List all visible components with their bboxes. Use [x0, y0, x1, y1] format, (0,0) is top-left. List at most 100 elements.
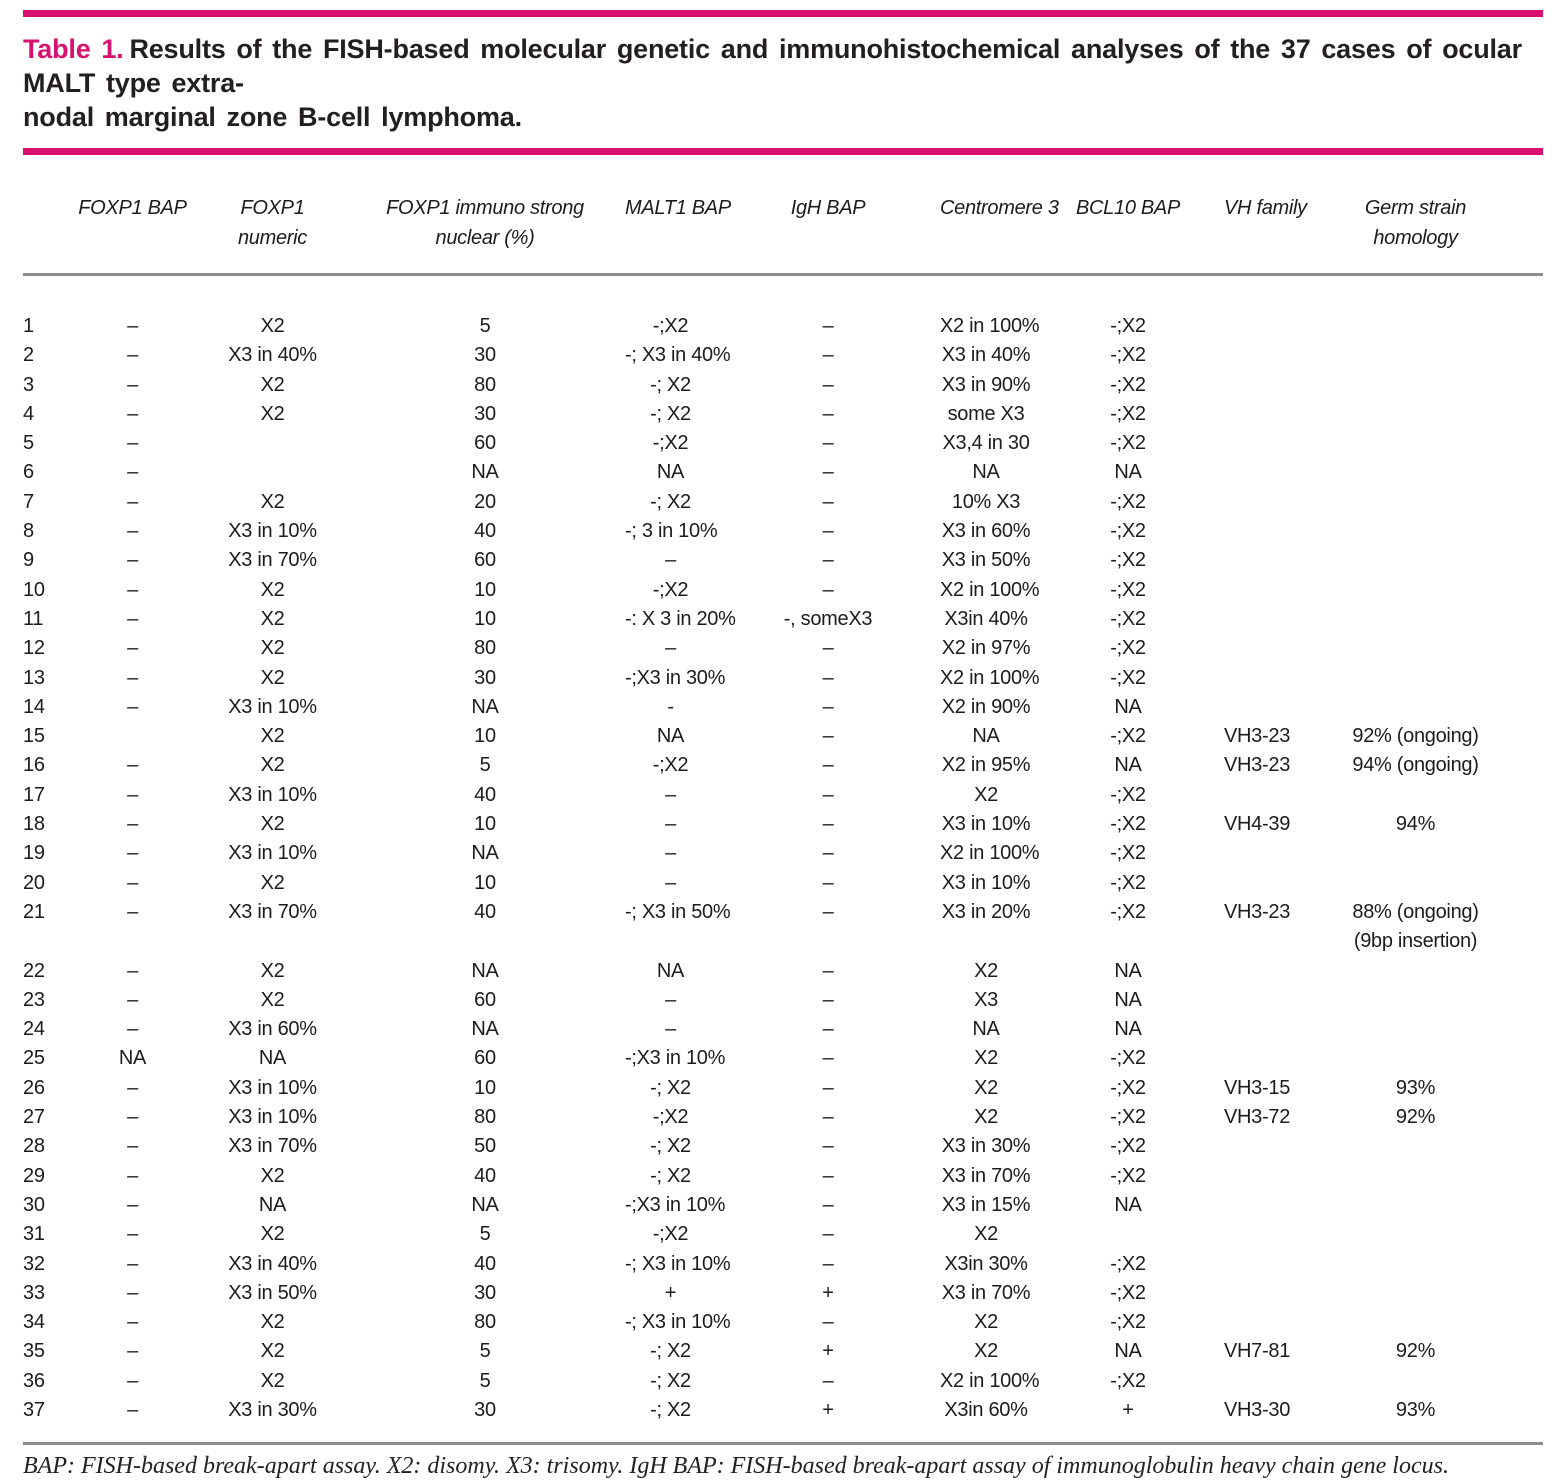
table-cell: -;X2: [652, 754, 689, 777]
table-cell: 5: [23, 432, 34, 455]
table-cell: [1224, 957, 1288, 986]
table-cell: –: [822, 1311, 834, 1334]
table-cell: [1288, 576, 1543, 605]
table-cell: –: [822, 1047, 834, 1070]
table-cell: NA: [1114, 1018, 1142, 1041]
table-title: Table 1. Results of the FISH-based molecu…: [23, 32, 1543, 134]
table-cell: –: [822, 637, 834, 660]
table-cell: X2: [260, 637, 285, 660]
table-cell: X2: [260, 666, 285, 689]
table-row: 33 – X3 in 50% 30 + + X3 in 70% -;X2: [23, 1279, 1543, 1308]
table-cell: X3 in 70%: [228, 549, 317, 572]
table-cell: X3 in 30%: [941, 1135, 1031, 1158]
table-cell: -; X2: [650, 1398, 691, 1421]
table-cell: 10: [474, 578, 496, 601]
table-cell: -;X2: [1110, 344, 1146, 367]
table-cell: 10: [474, 813, 496, 836]
title-rule: [23, 148, 1543, 155]
table-row: 4 – X2 30 -; X2 – some X3 -;X2: [23, 400, 1543, 429]
table-row: 28 – X3 in 70% 50 -; X2 – X3 in 30% -;X2: [23, 1132, 1543, 1161]
table-cell: –: [822, 315, 834, 337]
table-cell: 5: [479, 1223, 491, 1246]
table-cell: NA: [118, 1047, 147, 1070]
table-cell: 5: [479, 1340, 491, 1363]
table-cell: X3,4 in 30: [942, 432, 1030, 455]
table-cell: 1: [23, 315, 34, 337]
table-row: 8 – X3 in 10% 40 -; 3 in 10% – X3 in 60% -;X2: [23, 517, 1543, 546]
table-cell: –: [822, 1369, 834, 1392]
table-cell: 10: [474, 725, 496, 748]
table-cell: X3 in 70%: [228, 1135, 317, 1158]
table-cell: –: [127, 1018, 138, 1041]
table-cell: 60: [474, 549, 496, 572]
table-cell: X3 in 40%: [941, 344, 1031, 367]
table-row: 11 – X2 10 -: X 3 in 20% -, someX3 X3in 40% -;X…: [23, 605, 1543, 634]
table-cell: [1288, 1044, 1543, 1073]
table-cell: X3 in 60%: [941, 520, 1031, 543]
table-cell: 30: [474, 344, 496, 367]
table-cell: X3 in 10%: [228, 1076, 317, 1099]
table-cell: -;X2: [652, 1106, 689, 1129]
table-cell: X2: [974, 783, 998, 806]
table-cell: -;X3 in 30%: [625, 666, 726, 689]
table-cell: -;X2: [1110, 1106, 1146, 1129]
table-cell: –: [127, 1076, 138, 1099]
table-cell: X3 in 70%: [941, 1164, 1031, 1187]
table-cell: [1288, 400, 1543, 429]
table-cell: -; X3 in 40%: [625, 344, 731, 367]
table-cell: –: [665, 783, 676, 806]
table-cell: [65, 722, 200, 751]
table-cell: 10: [474, 607, 496, 630]
paper-page: Table 1. Results of the FISH-based molecu…: [0, 10, 1566, 1479]
table-cell: -; X2: [650, 1076, 691, 1099]
table-cell: X2: [260, 373, 285, 396]
table-cell: [1224, 781, 1288, 810]
table-cell: [1288, 986, 1543, 1015]
table-cell: 6: [23, 461, 34, 484]
table-cell: 92%: [1395, 1340, 1436, 1363]
table-cell: NA: [1114, 754, 1142, 777]
table-cell: 94% (ongoing): [1352, 754, 1479, 777]
table-cell: [1288, 341, 1543, 370]
table-cell: [1224, 576, 1288, 605]
table-cell: NA: [1114, 959, 1142, 982]
table-cell: 24: [23, 1018, 45, 1041]
table-cell: VH3-30: [1224, 1398, 1291, 1421]
table-cell: –: [822, 1193, 834, 1216]
table-cell: –: [127, 520, 138, 543]
table-cell: [1224, 634, 1288, 663]
table-cell: 7: [23, 490, 34, 513]
table-title-text-line2: nodal marginal zone B-cell lymphoma.: [23, 102, 522, 132]
table-cell: 10: [474, 871, 496, 894]
table-cell: 80: [474, 373, 496, 396]
table-row: 36 – X2 5 -; X2 – X2 in 100% -;X2: [23, 1367, 1543, 1396]
table-cell: 11: [23, 607, 44, 630]
table-cell: –: [127, 1223, 138, 1246]
table-cell: -; X2: [650, 1340, 691, 1363]
table-row: 16 – X2 5 -;X2 – X2 in 95% NA VH3-23 94% (ongoing…: [23, 751, 1543, 780]
table-cell: 27: [23, 1106, 45, 1129]
table-cell: VH3-23: [1224, 725, 1291, 748]
table-cell: 28: [23, 1135, 45, 1158]
table-cell: X3 in 70%: [941, 1281, 1031, 1304]
table-cell: 8: [23, 520, 34, 543]
table-cell: –: [127, 1106, 138, 1129]
table-cell: –: [127, 754, 138, 777]
table-cell: 30: [474, 402, 496, 425]
table-cell: –: [822, 1135, 834, 1158]
table-cell: NA: [1114, 1193, 1142, 1216]
table-cell: 50: [474, 1135, 496, 1158]
table-cell: 31: [23, 1223, 45, 1246]
table-cell: NA: [471, 959, 499, 982]
table-cell: [1224, 488, 1288, 517]
table-cell: -;X2: [1110, 1252, 1146, 1275]
table-row: 22 – X2 NA NA – X2 NA: [23, 957, 1543, 986]
table-cell: –: [822, 432, 834, 455]
table-cell: 10: [23, 578, 45, 601]
table-cell: -;X2: [1110, 1076, 1146, 1099]
footnote-text: BAP: FISH-based break-apart assay. X2: d…: [23, 1453, 1449, 1480]
table-cell: 92%: [1395, 1106, 1436, 1129]
table-cell: [1224, 664, 1288, 693]
table-cell: –: [127, 315, 138, 337]
table-cell: 2: [23, 344, 34, 367]
